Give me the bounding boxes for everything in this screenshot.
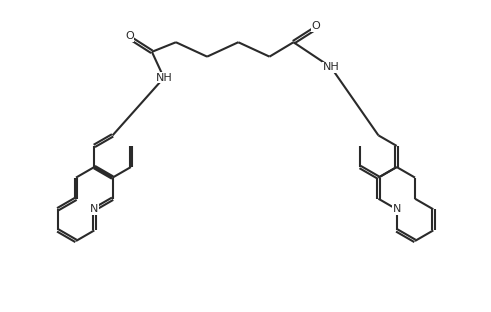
- Text: N: N: [392, 204, 401, 214]
- Text: O: O: [125, 31, 134, 41]
- Text: NH: NH: [156, 73, 172, 83]
- Text: NH: NH: [323, 62, 339, 72]
- Text: N: N: [90, 204, 99, 214]
- Text: O: O: [312, 22, 321, 32]
